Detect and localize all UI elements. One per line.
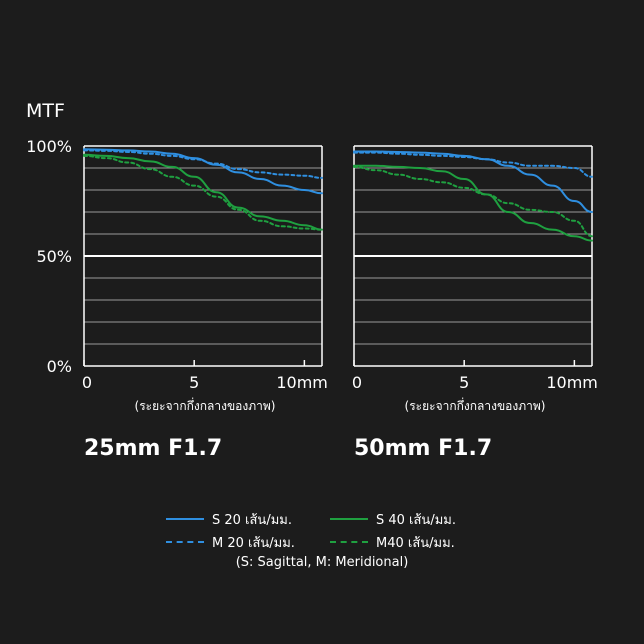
legend-swatch-m20 <box>166 541 204 543</box>
chart2-series-2-line <box>353 151 593 178</box>
legend-item-s20: S 20 เส้น/มม. <box>166 509 292 529</box>
chart1-series-3-line <box>83 153 323 231</box>
legend-item-m40: M40 เส้น/มม. <box>330 532 455 552</box>
chart1-x-tick-label: 10mm <box>276 373 328 392</box>
legend-item-m20: M 20 เส้น/มม. <box>166 532 295 552</box>
chart1-series-4-line <box>83 154 323 231</box>
chart2-x-tick-label: 0 <box>352 373 362 392</box>
chart2-xlabel: (ระยะจากกึ่งกลางของภาพ) <box>405 397 546 413</box>
legend-item-s40: S 40 เส้น/มม. <box>330 509 456 529</box>
chart2-series-1-line <box>353 150 593 213</box>
chart1-y-tick-label: 100% <box>26 137 72 156</box>
chart1-ylabel: MTF <box>26 100 65 122</box>
legend-label-s40: S 40 เส้น/มม. <box>376 512 456 528</box>
chart1-y-tick-label: 50% <box>36 247 72 266</box>
legend-label-s20: S 20 เส้น/มม. <box>212 512 292 528</box>
legend-swatch-m40 <box>330 541 368 543</box>
chart2-series-3-line <box>353 164 593 242</box>
chart1-series-1-line <box>83 148 323 195</box>
chart1-series-2-line <box>83 149 323 179</box>
chart1-x-tick-label: 5 <box>189 373 199 392</box>
chart1-xlabel: (ระยะจากกึ่งกลางของภาพ) <box>135 397 276 413</box>
legend-swatch-s40 <box>330 518 368 520</box>
legend-note: (S: Sagittal, M: Meridional) <box>235 555 409 570</box>
chart1-y-tick-label: 0% <box>47 357 72 376</box>
chart2-x-tick-label: 10mm <box>546 373 598 392</box>
chart2-series-4-line <box>353 165 593 238</box>
chart1-x-tick-label: 0 <box>82 373 92 392</box>
legend-label-m20: M 20 เส้น/มม. <box>212 535 295 551</box>
chart2-x-tick-label: 5 <box>459 373 469 392</box>
chart2-title: 50mm F1.7 <box>354 436 492 461</box>
legend-label-m40: M40 เส้น/มม. <box>376 535 455 551</box>
chart1-title: 25mm F1.7 <box>84 436 222 461</box>
legend-swatch-s20 <box>166 518 204 520</box>
